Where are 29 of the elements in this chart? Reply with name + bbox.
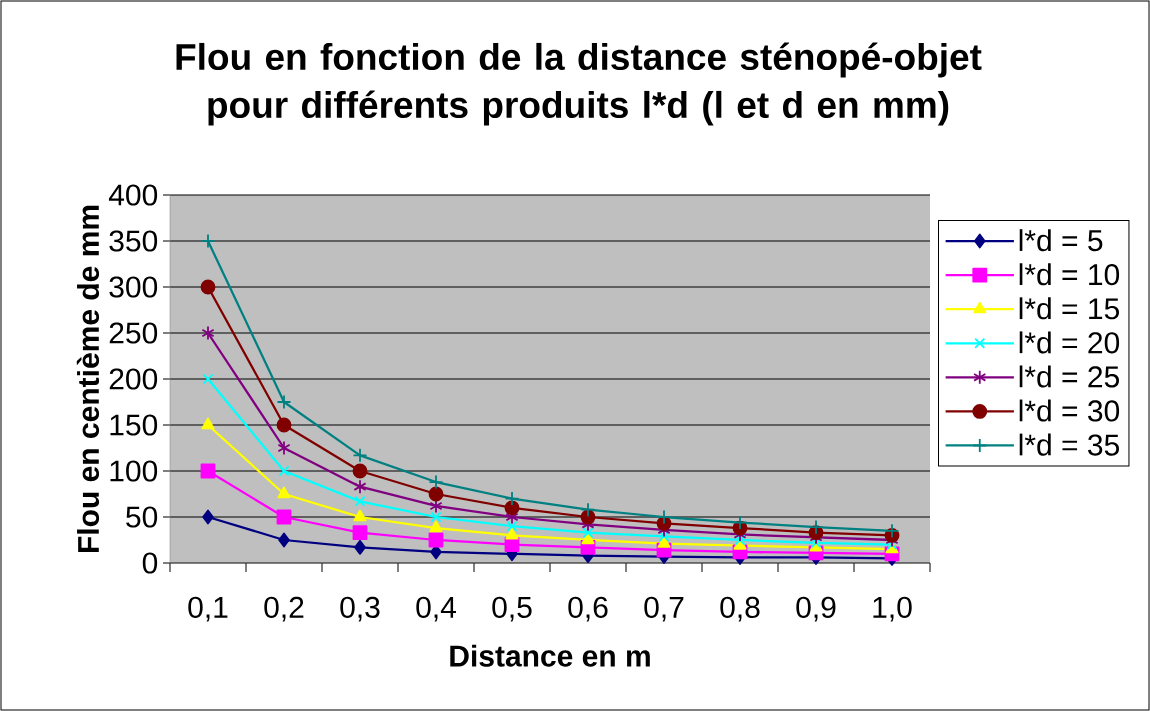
legend-label: l*d = 25 — [1019, 365, 1119, 388]
x-axis-title: Distance en m — [450, 644, 650, 667]
legend-label: l*d = 10 — [1019, 263, 1120, 286]
legend-label: l*d = 15 — [1019, 297, 1119, 320]
legend-label: l*d = 5 — [1019, 229, 1103, 252]
y-tick-label: 150 — [110, 414, 158, 436]
y-tick-label: 250 — [109, 322, 158, 344]
legend-label: l*d = 30 — [1019, 399, 1120, 422]
legend-label: l*d = 35 — [1019, 433, 1119, 456]
x-tick-label: 0,8 — [720, 596, 760, 622]
y-tick-label: 50 — [126, 506, 158, 528]
x-tick-label: 0,4 — [416, 596, 456, 622]
x-tick-label: 0,7 — [644, 596, 684, 622]
x-tick-label: 0,5 — [492, 596, 532, 622]
x-tick-label: 0,2 — [264, 596, 304, 622]
x-tick-label: 0,9 — [796, 596, 836, 622]
chart-title: Flou en fonction de la distance sténopé-objet pour différents produits l*d (l et d en mm) — [176, 42, 982, 126]
legend-label: l*d = 20 — [1019, 331, 1120, 354]
y-tick-label: 200 — [109, 368, 158, 390]
x-tick-label: 1,0 — [873, 596, 912, 622]
y-tick-label: 400 — [108, 184, 158, 206]
x-tick-label: 0,1 — [188, 596, 228, 622]
y-axis-title: Flou en centième de mm — [76, 205, 100, 553]
x-tick-label: 0,6 — [568, 596, 608, 622]
y-tick-label: 100 — [110, 460, 158, 482]
y-tick-label: 300 — [109, 276, 158, 298]
y-tick-label: 0 — [142, 552, 158, 574]
y-tick-label: 350 — [109, 230, 158, 252]
x-tick-label: 0,3 — [340, 596, 380, 622]
